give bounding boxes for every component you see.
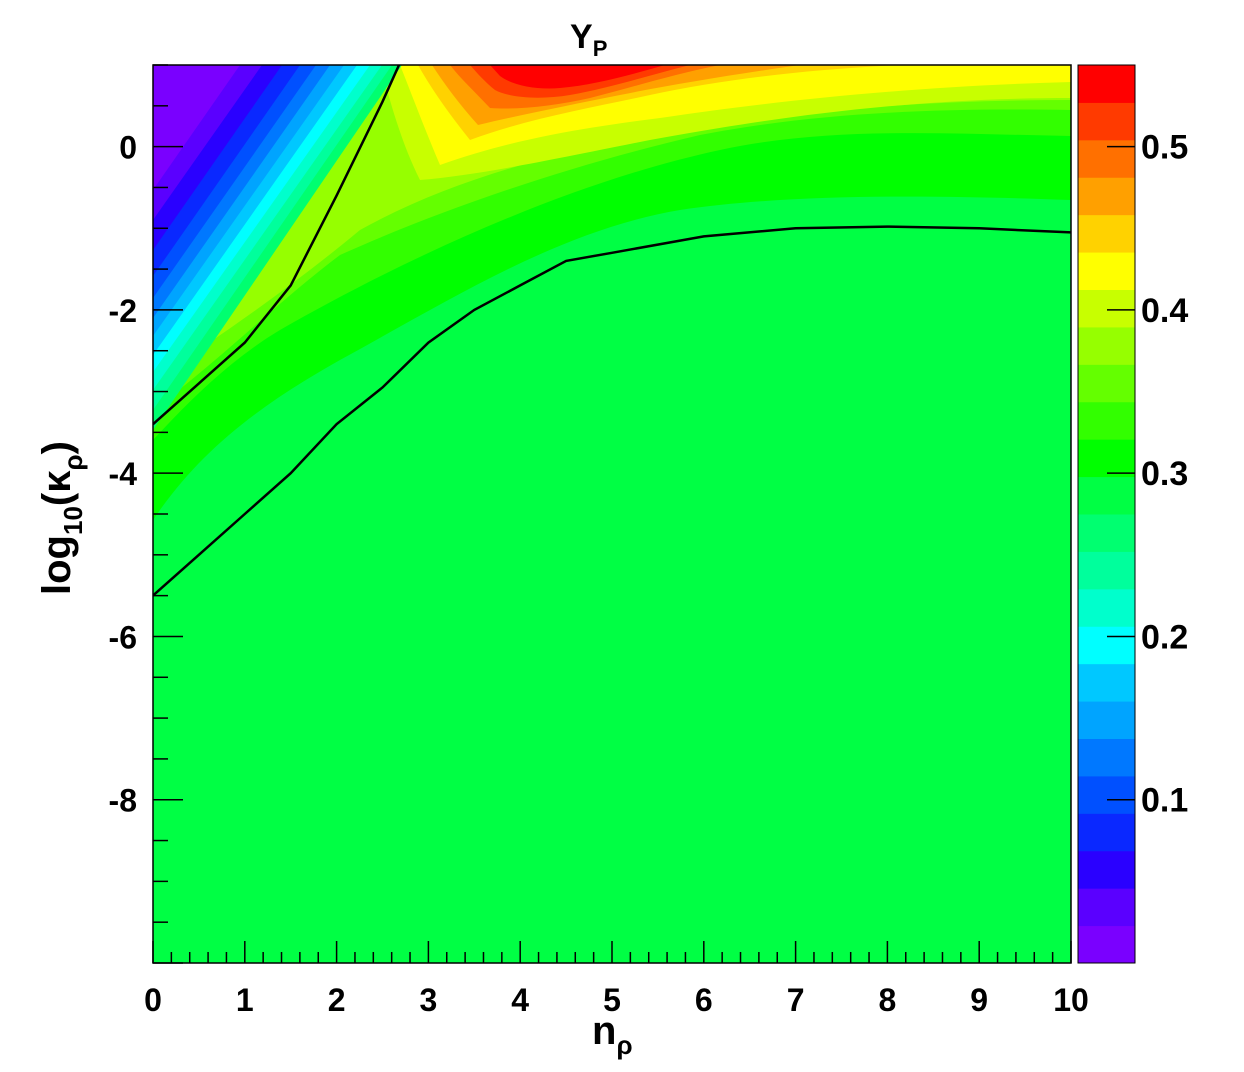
colorbar-tick-label: 0.2 [1141, 618, 1188, 656]
y-tick-label: -8 [109, 783, 137, 819]
chart-title-main: Y [570, 18, 593, 56]
colorbar-tick-label: 0.3 [1141, 455, 1188, 493]
x-tick-label: 0 [144, 982, 162, 1018]
colorbar-band [1078, 401, 1135, 440]
y-axis-label-open: (κ [35, 470, 79, 506]
colorbar-band [1078, 289, 1135, 328]
colorbar-band [1078, 925, 1135, 964]
colorbar-band [1078, 364, 1135, 403]
colorbar-frame [1077, 64, 1136, 964]
x-axis-label-main: n [592, 1009, 616, 1053]
x-tick-label: 1 [236, 982, 254, 1018]
colorbar-band [1078, 439, 1135, 478]
x-tick-label: 10 [1053, 982, 1089, 1018]
colorbar-tick-label: 0.4 [1141, 292, 1188, 330]
y-axis-label-prefix: log [35, 535, 79, 595]
colorbar-band [1078, 514, 1135, 552]
colorbar-band [1078, 102, 1135, 141]
y-tick-label: 0 [119, 130, 137, 166]
band-0-06 [153, 65, 240, 190]
y-tick-label: -2 [109, 293, 137, 329]
y-axis-label-close: ) [35, 441, 79, 454]
contour-lines [153, 65, 1071, 597]
x-axis-label-sub: ρ [616, 1030, 632, 1060]
colorbar-band [1078, 738, 1135, 777]
plot-frame [152, 64, 1072, 964]
colorbar-band [1078, 214, 1135, 253]
chart-title-sub: P [593, 36, 608, 61]
colorbar-band [1078, 65, 1135, 103]
contour-line-0 [153, 65, 401, 426]
y-tick-label: -4 [109, 456, 138, 492]
colorbar-band [1078, 701, 1135, 739]
colorbar-tick-label: 0.5 [1141, 129, 1188, 167]
x-tick-label: 9 [970, 982, 988, 1018]
colorbar-band [1078, 888, 1135, 927]
colorbar-band [1078, 177, 1135, 216]
y-axis-label-sub1: 10 [58, 506, 88, 535]
x-tick-label: 4 [511, 982, 529, 1018]
x-tick-label: 7 [787, 982, 805, 1018]
plot-area: 0 1 2 3 4 5 6 7 8 9 10 0 -2 -4 -6 -8 [109, 64, 1089, 1018]
colorbar-ticks: 0.1 0.2 0.3 0.4 0.5 [1107, 129, 1188, 820]
y-axis-label-sub2: ρ [58, 454, 88, 470]
x-tick-label: 2 [328, 982, 346, 1018]
colorbar-band [1078, 551, 1135, 590]
contour-line-1 [153, 225, 1071, 597]
color-fill-layer [153, 65, 1071, 520]
colorbar-band [1078, 326, 1135, 365]
chart-title: YP [570, 18, 607, 61]
x-axis-label: nρ [592, 1009, 633, 1060]
colorbar-tick-label: 0.1 [1141, 782, 1188, 820]
colorbar-band [1078, 775, 1135, 814]
x-tick-label: 5 [603, 982, 621, 1018]
y-tick-label: -6 [109, 619, 137, 655]
colorbar-band [1078, 476, 1135, 515]
x-tick-label: 6 [695, 982, 713, 1018]
band-0-50 [490, 65, 665, 89]
colorbar-band [1078, 588, 1135, 627]
colorbar-band [1078, 252, 1135, 290]
colorbar-band [1078, 626, 1135, 665]
colorbar-band [1078, 813, 1135, 852]
x-tick-label: 8 [879, 982, 897, 1018]
colorbar-band [1078, 139, 1135, 178]
x-axis-ticks: 0 1 2 3 4 5 6 7 8 9 10 [144, 941, 1089, 1018]
colorbar-band [1078, 850, 1135, 889]
y-axis-label: log10(κρ) [35, 441, 88, 595]
colorbar-band [1078, 663, 1135, 702]
x-tick-label: 3 [420, 982, 438, 1018]
colorbar [1077, 64, 1136, 964]
band-0-36 [153, 65, 1071, 380]
